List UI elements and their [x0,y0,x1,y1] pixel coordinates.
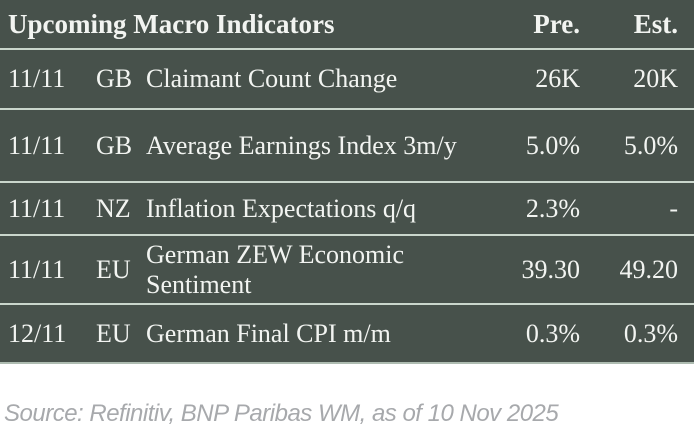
macro-indicators-table: Upcoming Macro Indicators Pre. Est. 11/1… [0,0,694,364]
cell-est-value: 0.3% [623,318,678,348]
cell-est-value: 49.20 [619,254,679,284]
cell-date: 11/11 [8,130,66,160]
column-header-est: Est. [633,8,678,39]
column-header-pre: Pre. [533,8,580,39]
cell-date: 11/11 [8,254,66,284]
table-row: 11/11 NZ Inflation Expectations q/q 2.3%… [0,183,694,236]
table-title: Upcoming Macro Indicators [8,8,335,39]
cell-pre-value: 2.3% [525,193,580,223]
table-row: 11/11 EU German ZEW Economic Sentiment 3… [0,236,694,305]
cell-date: 11/11 [8,193,66,223]
cell-country: EU [96,254,131,284]
cell-indicator: Inflation Expectations q/q [146,193,417,223]
cell-est-value: 20K [633,64,678,94]
cell-indicator: German Final CPI m/m [146,318,391,348]
cell-indicator: German ZEW Economic Sentiment [146,240,404,299]
source-attribution: Source: Refinitiv, BNP Paribas WM, as of… [4,400,559,427]
cell-country: EU [96,318,131,348]
table-row: 11/11 GB Average Earnings Index 3m/y 5.0… [0,110,694,183]
cell-est-value: 5.0% [623,130,678,160]
cell-country: GB [96,130,133,160]
cell-country: NZ [96,193,131,223]
cell-indicator: Claimant Count Change [146,64,398,94]
cell-est-value: - [669,193,678,223]
cell-pre-value: 5.0% [525,130,580,160]
table-header-row: Upcoming Macro Indicators Pre. Est. [0,0,694,50]
cell-date: 12/11 [8,318,67,348]
cell-pre-value: 26K [535,64,580,94]
table-row: 11/11 GB Claimant Count Change 26K 20K [0,50,694,110]
cell-indicator: Average Earnings Index 3m/y [146,130,457,160]
table-row: 12/11 EU German Final CPI m/m 0.3% 0.3% [0,305,694,362]
cell-pre-value: 39.30 [521,254,581,284]
cell-pre-value: 0.3% [525,318,580,348]
cell-date: 11/11 [8,64,66,94]
cell-country: GB [96,64,133,94]
